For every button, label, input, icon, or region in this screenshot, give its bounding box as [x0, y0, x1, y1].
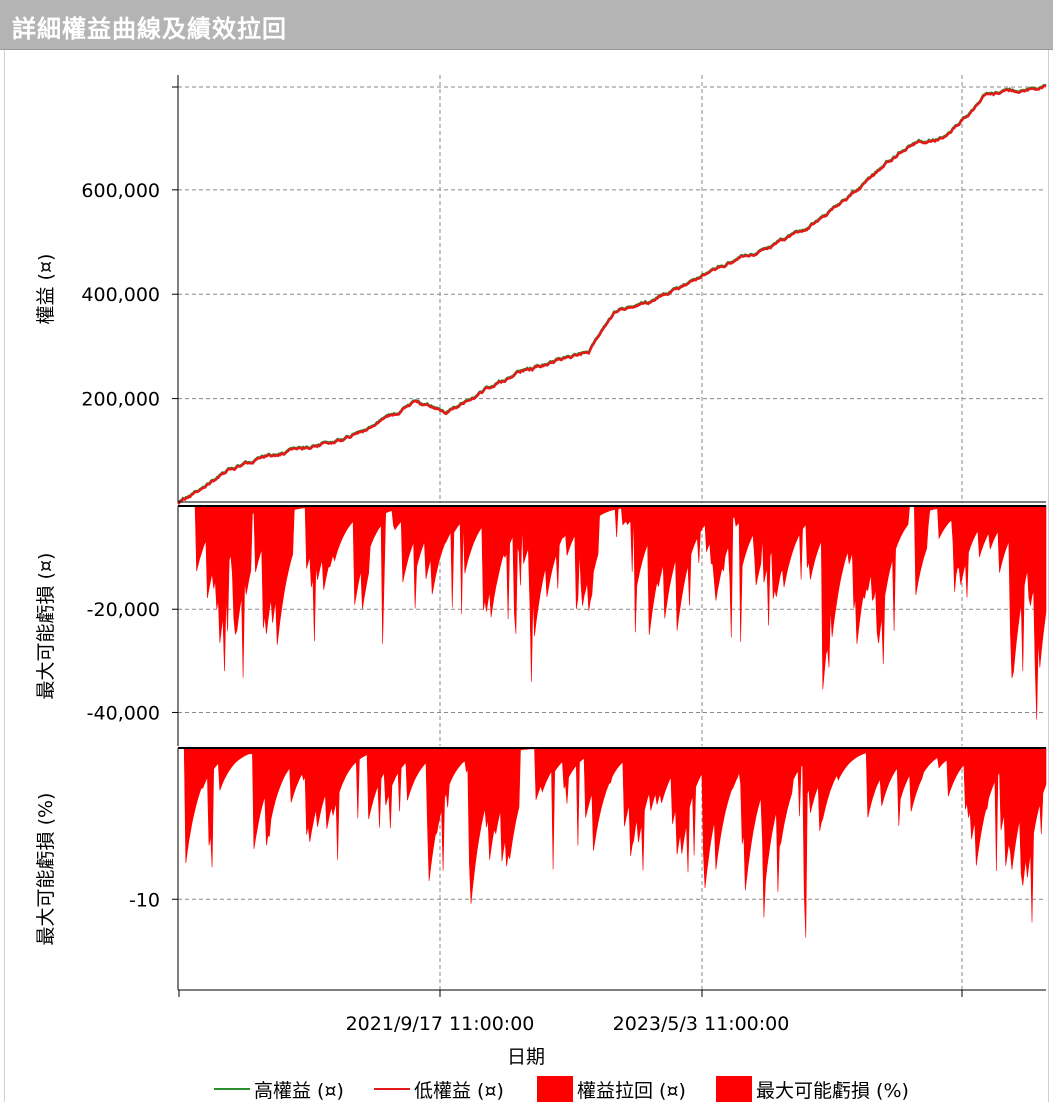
y-axis-label: 最大可能虧損 (%)	[35, 793, 57, 946]
y-tick-label: 600,000	[81, 180, 160, 202]
legend-label: 權益拉回 (¤)	[577, 1079, 686, 1102]
legend-box-swatch	[537, 1076, 573, 1102]
legend-label: 最大可能虧損 (%)	[756, 1079, 909, 1102]
x-axis-label: 日期	[507, 1046, 545, 1068]
y-tick-label: -40,000	[87, 702, 160, 724]
chart-frame	[4, 50, 1049, 1102]
legend-label: 低權益 (¤)	[414, 1079, 504, 1102]
low-equity-line	[177, 84, 1047, 505]
legend-line-swatch	[374, 1088, 410, 1090]
legend-label: 高權益 (¤)	[254, 1079, 344, 1102]
y-tick-label: -10	[129, 889, 160, 911]
y-axis-label: 權益 (¤)	[35, 254, 57, 325]
y-tick-label: 200,000	[81, 389, 160, 411]
chart-window-title: 詳細權益曲線及績效拉回	[12, 15, 287, 43]
chart-title-bar: 詳細權益曲線及績效拉回	[0, 0, 1053, 50]
legend-item-equity-drawdown: 權益拉回 (¤)	[537, 1074, 686, 1104]
legend-item-low-equity: 低權益 (¤)	[374, 1074, 504, 1104]
legend-box-swatch	[716, 1076, 752, 1102]
x-tick-label: 2021/9/17 11:00:00	[346, 1013, 535, 1035]
x-tick-label: 2023/5/3 11:00:00	[613, 1013, 790, 1035]
y-tick-label: 400,000	[81, 284, 160, 306]
panel-drawdown_percent	[172, 748, 1046, 990]
percent-drawdown-area	[178, 747, 1047, 938]
legend-item-max-drawdown-percent: 最大可能虧損 (%)	[716, 1074, 909, 1104]
legend-line-swatch	[214, 1088, 250, 1090]
y-axis-label: 最大可能虧損 (¤)	[35, 553, 57, 700]
legend-item-high-equity: 高權益 (¤)	[214, 1074, 344, 1104]
panel-equity	[172, 75, 1046, 503]
chart-legend: 高權益 (¤) 低權益 (¤) 權益拉回 (¤) 最大可能虧損 (%)	[0, 1074, 1053, 1104]
equity-drawdown-area	[178, 505, 1047, 720]
panel-drawdown_amount	[172, 506, 1046, 746]
y-tick-label: -20,000	[87, 599, 160, 621]
